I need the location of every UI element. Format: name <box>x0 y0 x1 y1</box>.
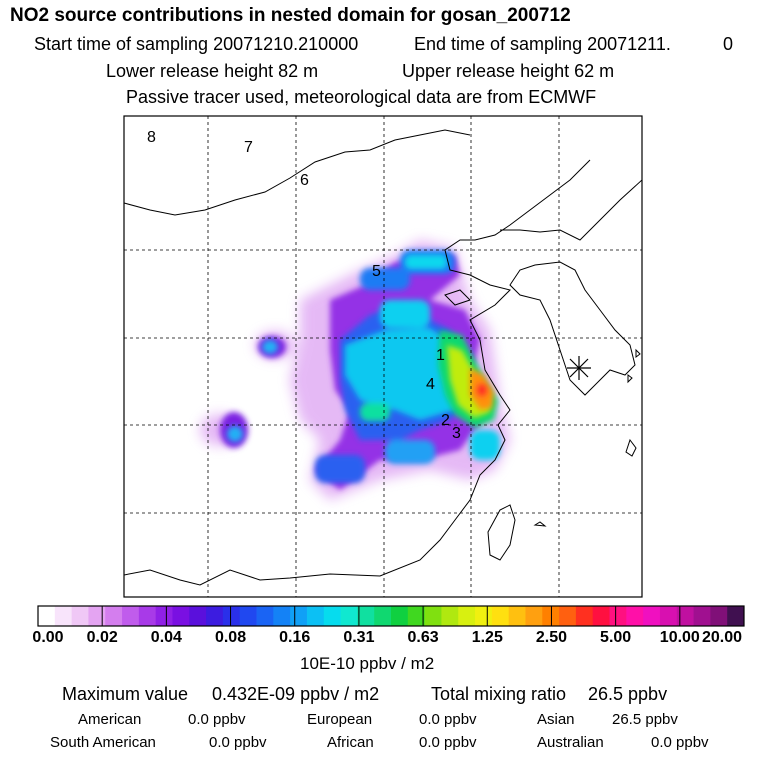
colorbar-cell <box>239 606 257 626</box>
colorbar-cell <box>340 606 358 626</box>
release-point-label: 5 <box>372 263 381 280</box>
region-name: South American <box>50 734 156 751</box>
colorbar-cell <box>172 606 190 626</box>
end-time-label: End time of sampling 20071211. <box>414 34 671 54</box>
region-name: European <box>307 711 373 728</box>
colorbar-cell <box>374 606 392 626</box>
colorbar-tick-label: 2.50 <box>535 629 568 646</box>
colorbar-cell <box>643 606 661 626</box>
colorbar-tick-label: 0.04 <box>150 629 182 646</box>
tracer-note: Passive tracer used, meteorological data… <box>126 87 597 107</box>
colorbar-tick-label: 0.00 <box>32 629 64 646</box>
colorbar-cell <box>609 606 627 626</box>
colorbar-unit: 10E-10 ppbv / m2 <box>300 654 435 673</box>
colorbar-cell <box>357 606 375 626</box>
colorbar-tick-label: 0.16 <box>279 629 311 646</box>
end-time-suffix: 0 <box>723 34 734 54</box>
colorbar-cell <box>222 606 241 626</box>
colorbar-cell <box>391 606 409 626</box>
colorbar-cell <box>458 606 476 626</box>
lower-release-height: Lower release height 82 m <box>106 61 319 81</box>
max-value: 0.432E-09 ppbv / m2 <box>212 684 380 704</box>
colorbar-cell <box>88 606 106 626</box>
colorbar-tick-label: 20.00 <box>701 629 743 646</box>
release-point-label: 8 <box>147 129 156 146</box>
colorbar-cell <box>542 606 560 626</box>
colorbar-cell <box>676 606 694 626</box>
colorbar-tick-label: 0.08 <box>214 629 247 646</box>
release-point-label: 7 <box>244 139 253 156</box>
colorbar-tick-label: 0.63 <box>407 629 439 646</box>
colorbar-cell <box>475 606 493 626</box>
colorbar-cell <box>138 606 157 626</box>
colorbar-frame <box>37 605 745 627</box>
release-point-label: 2 <box>441 412 450 429</box>
region-value: 0.0 ppbv <box>651 734 709 751</box>
region-value: 0.0 ppbv <box>419 711 477 728</box>
colorbar-cell <box>659 606 678 626</box>
upper-release-height: Upper release height 62 m <box>402 61 615 81</box>
colorbar-cell <box>71 606 89 626</box>
colorbar-tick-label: 1.25 <box>471 629 503 646</box>
colorbar-cell <box>710 606 728 626</box>
colorbar-cell <box>424 606 442 626</box>
region-name: Asian <box>537 711 575 728</box>
colorbar-cell <box>306 606 325 626</box>
release-point-label: 6 <box>300 172 309 189</box>
grid-lines <box>124 116 642 597</box>
colorbar-cell <box>206 606 224 626</box>
colorbar-cell <box>407 606 426 626</box>
colorbar-cell <box>441 606 459 626</box>
region-name: American <box>78 711 142 728</box>
colorbar-cell <box>693 606 711 626</box>
colorbar-cell <box>122 606 140 626</box>
total-mixing-value: 26.5 ppbv <box>588 684 668 704</box>
release-point-label: 1 <box>436 347 445 364</box>
release-point-label: 4 <box>426 376 435 393</box>
colorbar-cell <box>290 606 308 626</box>
release-point-label: 3 <box>452 425 461 442</box>
colorbar-cell <box>559 606 577 626</box>
region-value: 0.0 ppbv <box>419 734 477 751</box>
region-name: African <box>327 734 374 751</box>
region-value: 0.0 ppbv <box>209 734 267 751</box>
colorbar-cell <box>155 606 173 626</box>
colorbar-tick-label: 0.31 <box>343 629 375 646</box>
region-value: 0.0 ppbv <box>188 711 246 728</box>
colorbar-cell <box>727 606 745 626</box>
colorbar-tick-label: 10.00 <box>659 629 700 646</box>
colorbar-cell <box>626 606 644 626</box>
colorbar-cell <box>273 606 291 626</box>
start-time-label: Start time of sampling 20071210.210000 <box>34 34 359 54</box>
colorbar-cell <box>38 606 56 626</box>
coastlines <box>124 129 642 586</box>
region-name: Australian <box>537 734 604 751</box>
colorbar-cell <box>525 606 543 626</box>
colorbar-tick-label: 5.00 <box>600 629 632 646</box>
chart-title: NO2 source contributions in nested domai… <box>10 5 571 26</box>
max-value-label: Maximum value <box>62 684 189 704</box>
colorbar-cell <box>105 606 123 626</box>
map-frame <box>123 115 643 598</box>
receptor-marker <box>567 356 591 380</box>
colorbar-cell <box>508 606 526 626</box>
total-mixing-label: Total mixing ratio <box>431 684 567 704</box>
colorbar-cell <box>575 606 594 626</box>
region-value: 26.5 ppbv <box>612 711 678 728</box>
colorbar-cell <box>491 606 510 626</box>
colorbar-cell <box>54 606 73 626</box>
colorbar-cell <box>323 606 341 626</box>
colorbar-tick-label: 0.02 <box>86 629 118 646</box>
colorbar-cell <box>256 606 274 626</box>
colorbar-cell <box>592 606 610 626</box>
colorbar-cell <box>189 606 207 626</box>
